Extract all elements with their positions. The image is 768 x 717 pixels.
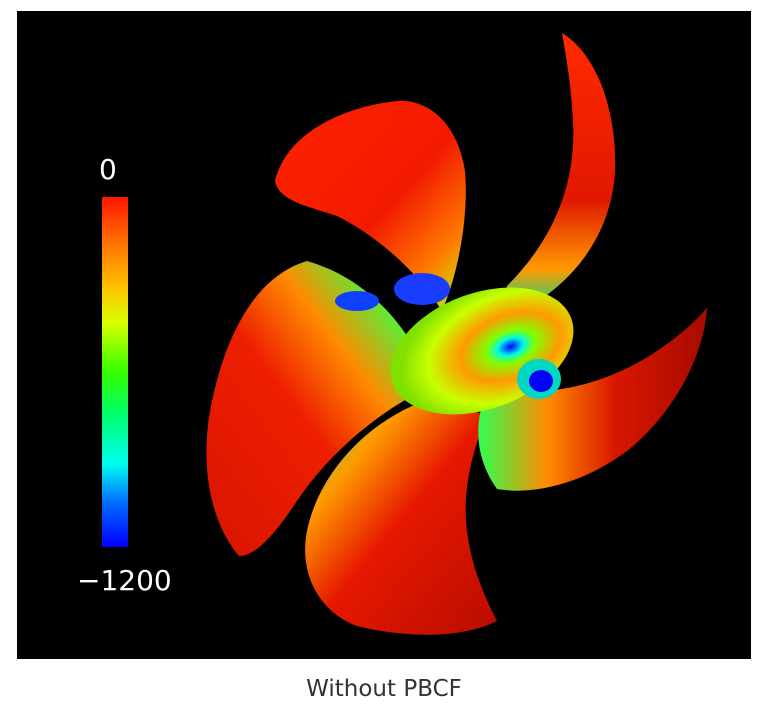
colorbar: [102, 197, 128, 547]
hub-cap-center: [529, 370, 553, 392]
blade-bottom: [305, 404, 497, 635]
blade-lower-right: [478, 307, 707, 491]
figure-caption: Without PBCF: [306, 676, 462, 702]
blade-upper-right: [506, 33, 616, 311]
low-pressure-patch: [335, 291, 379, 311]
colorbar-max-label: 0: [99, 153, 117, 186]
colorbar-min-label: −1200: [77, 564, 172, 597]
blade-top: [275, 100, 466, 311]
figure-panel: 0 −1200: [17, 11, 751, 659]
propeller-pressure-render: [206, 33, 707, 635]
blade-left: [206, 261, 432, 556]
low-pressure-patch: [394, 273, 450, 305]
